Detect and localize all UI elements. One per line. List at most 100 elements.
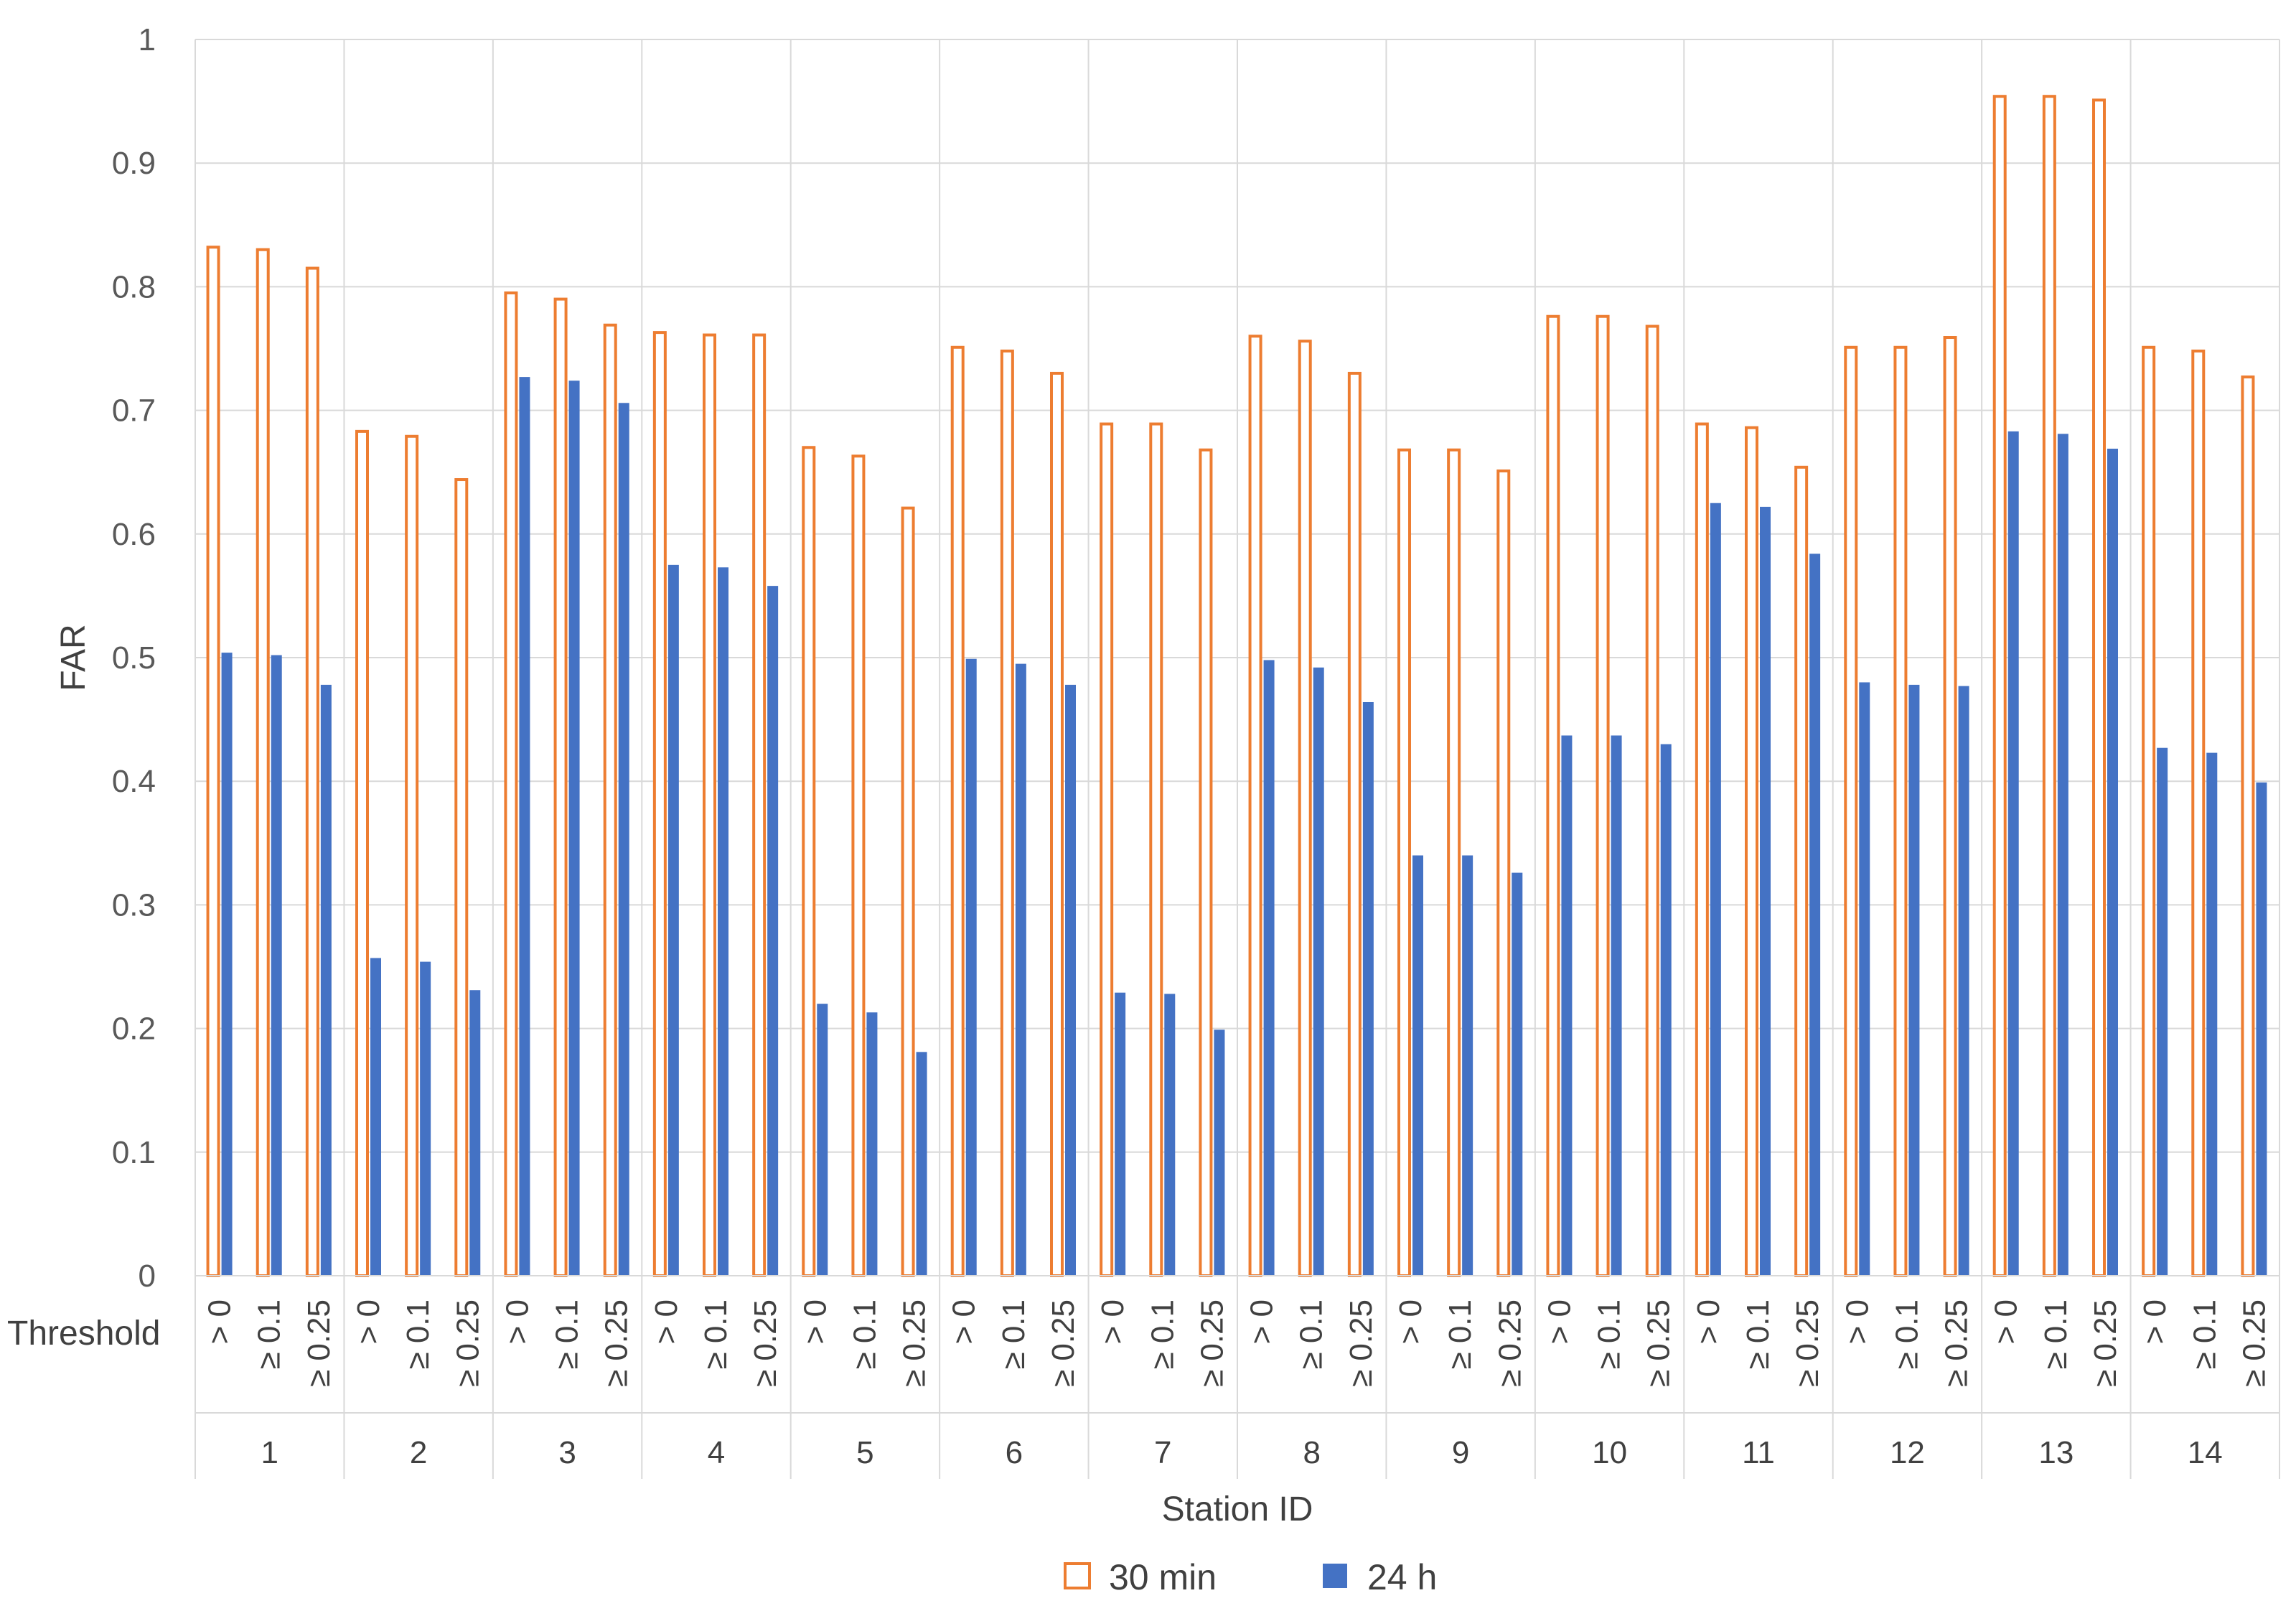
station-tick-label: 12 (1890, 1435, 1925, 1470)
y-axis-title: FAR (55, 624, 93, 691)
bar-24h (866, 1012, 878, 1276)
y-tick-label: 0.5 (112, 640, 156, 676)
threshold-tick-label: > 0 (351, 1299, 386, 1344)
bar-30min (1645, 324, 1659, 1277)
y-tick-label: 0.3 (112, 887, 156, 923)
bar-30min (1050, 371, 1064, 1278)
y-tick-label: 0.8 (112, 269, 156, 304)
bar-30min (1397, 448, 1411, 1277)
threshold-tick-label: ≥ 0.1 (1443, 1299, 1478, 1370)
legend-label-24h: 24 h (1367, 1557, 1437, 1597)
bar-24h (718, 567, 728, 1276)
bar-30min (2191, 349, 2206, 1278)
bar-24h (1958, 686, 1969, 1276)
threshold-tick-label: ≥ 0.1 (2038, 1299, 2074, 1370)
bar-30min (1248, 335, 1262, 1277)
bar-30min (1298, 340, 1312, 1278)
bar-24h (568, 380, 580, 1276)
y-tick-label: 0.2 (112, 1012, 156, 1047)
bar-24h (1462, 855, 1473, 1276)
threshold-tick-label: ≥ 0.25 (1194, 1299, 1229, 1387)
station-tick-label: 8 (1303, 1435, 1320, 1470)
threshold-tick-label: ≥ 0.25 (1939, 1299, 1974, 1387)
threshold-tick-label: > 0 (500, 1299, 535, 1344)
bar-24h (2007, 431, 2019, 1276)
bar-30min (1844, 345, 1858, 1278)
station-tick-label: 5 (856, 1435, 873, 1470)
bar-30min (1546, 314, 1560, 1277)
y-tick-label: 0 (139, 1259, 156, 1294)
threshold-tick-label: ≥ 0.1 (1889, 1299, 1924, 1370)
bar-30min (752, 333, 767, 1278)
threshold-tick-label: ≥ 0.25 (450, 1299, 485, 1387)
threshold-tick-label: > 0 (947, 1299, 982, 1344)
bar-30min (1695, 422, 1709, 1277)
bar-24h (1015, 663, 1026, 1276)
bar-30min (1347, 371, 1362, 1278)
bar-24h (1115, 992, 1126, 1276)
threshold-tick-label: ≥ 0.25 (1641, 1299, 1677, 1387)
legend-swatch-30min (1064, 1562, 1091, 1589)
bar-30min (454, 478, 469, 1277)
threshold-tick-label: ≥ 0.1 (1145, 1299, 1180, 1370)
bar-24h (320, 684, 332, 1276)
y-tick-label: 0.4 (112, 764, 156, 799)
bar-30min (504, 291, 518, 1277)
threshold-tick-label: > 0 (1542, 1299, 1577, 1344)
bar-30min (1596, 314, 1610, 1277)
bar-30min (1992, 95, 2007, 1277)
bar-30min (950, 345, 965, 1278)
threshold-tick-label: ≥ 0.25 (1046, 1299, 1081, 1387)
threshold-tick-label: > 0 (1691, 1299, 1726, 1344)
station-tick-label: 4 (708, 1435, 725, 1470)
threshold-tick-label: ≥ 0.25 (301, 1299, 337, 1387)
y-tick-label: 1 (139, 22, 156, 57)
bar-30min (851, 454, 866, 1278)
threshold-tick-label: ≥ 0.25 (2236, 1299, 2272, 1387)
threshold-tick-label: ≥ 0.25 (1344, 1299, 1379, 1387)
threshold-tick-label: ≥ 0.1 (1294, 1299, 1329, 1370)
bar-24h (618, 403, 629, 1276)
bar-30min (355, 429, 369, 1277)
bar-24h (1660, 744, 1672, 1276)
bar-24h (1561, 735, 1573, 1276)
bar-30min (1943, 336, 1957, 1278)
threshold-tick-label: ≥ 0.25 (748, 1299, 783, 1387)
threshold-tick-label: > 0 (1095, 1299, 1130, 1344)
bar-24h (221, 653, 233, 1276)
bar-24h (667, 564, 679, 1276)
bar-30min (1447, 448, 1461, 1277)
y-tick-label: 0.9 (112, 146, 156, 181)
threshold-tick-label: ≥ 0.1 (2187, 1299, 2222, 1370)
bar-24h (271, 655, 282, 1276)
bar-30min (305, 266, 319, 1278)
threshold-tick-label: ≥ 0.25 (2088, 1299, 2123, 1387)
bar-30min (2042, 95, 2056, 1277)
y-tick-label: 0.7 (112, 393, 156, 429)
bar-24h (370, 958, 381, 1276)
bar-24h (1164, 994, 1176, 1276)
bar-24h (817, 1004, 828, 1276)
bar-24h (965, 658, 977, 1276)
bar-24h (1412, 855, 1423, 1276)
station-tick-label: 11 (1742, 1435, 1775, 1470)
threshold-tick-label: ≥ 0.25 (897, 1299, 932, 1387)
bar-30min (2142, 345, 2156, 1278)
bar-30min (1794, 465, 1809, 1277)
threshold-tick-label: ≥ 0.1 (996, 1299, 1031, 1370)
bar-30min (206, 246, 220, 1277)
bar-30min (1000, 349, 1014, 1278)
bar-30min (256, 248, 270, 1277)
bar-30min (1100, 422, 1114, 1277)
threshold-tick-label: > 0 (2137, 1299, 2173, 1344)
x-axis-title: Station ID (1162, 1490, 1313, 1528)
bar-24h (1809, 554, 1821, 1276)
station-tick-label: 6 (1006, 1435, 1023, 1470)
bar-24h (1859, 682, 1870, 1276)
station-tick-label: 2 (410, 1435, 427, 1470)
bar-24h (1313, 667, 1324, 1276)
bar-30min (1496, 469, 1511, 1277)
bar-24h (1760, 506, 1771, 1276)
